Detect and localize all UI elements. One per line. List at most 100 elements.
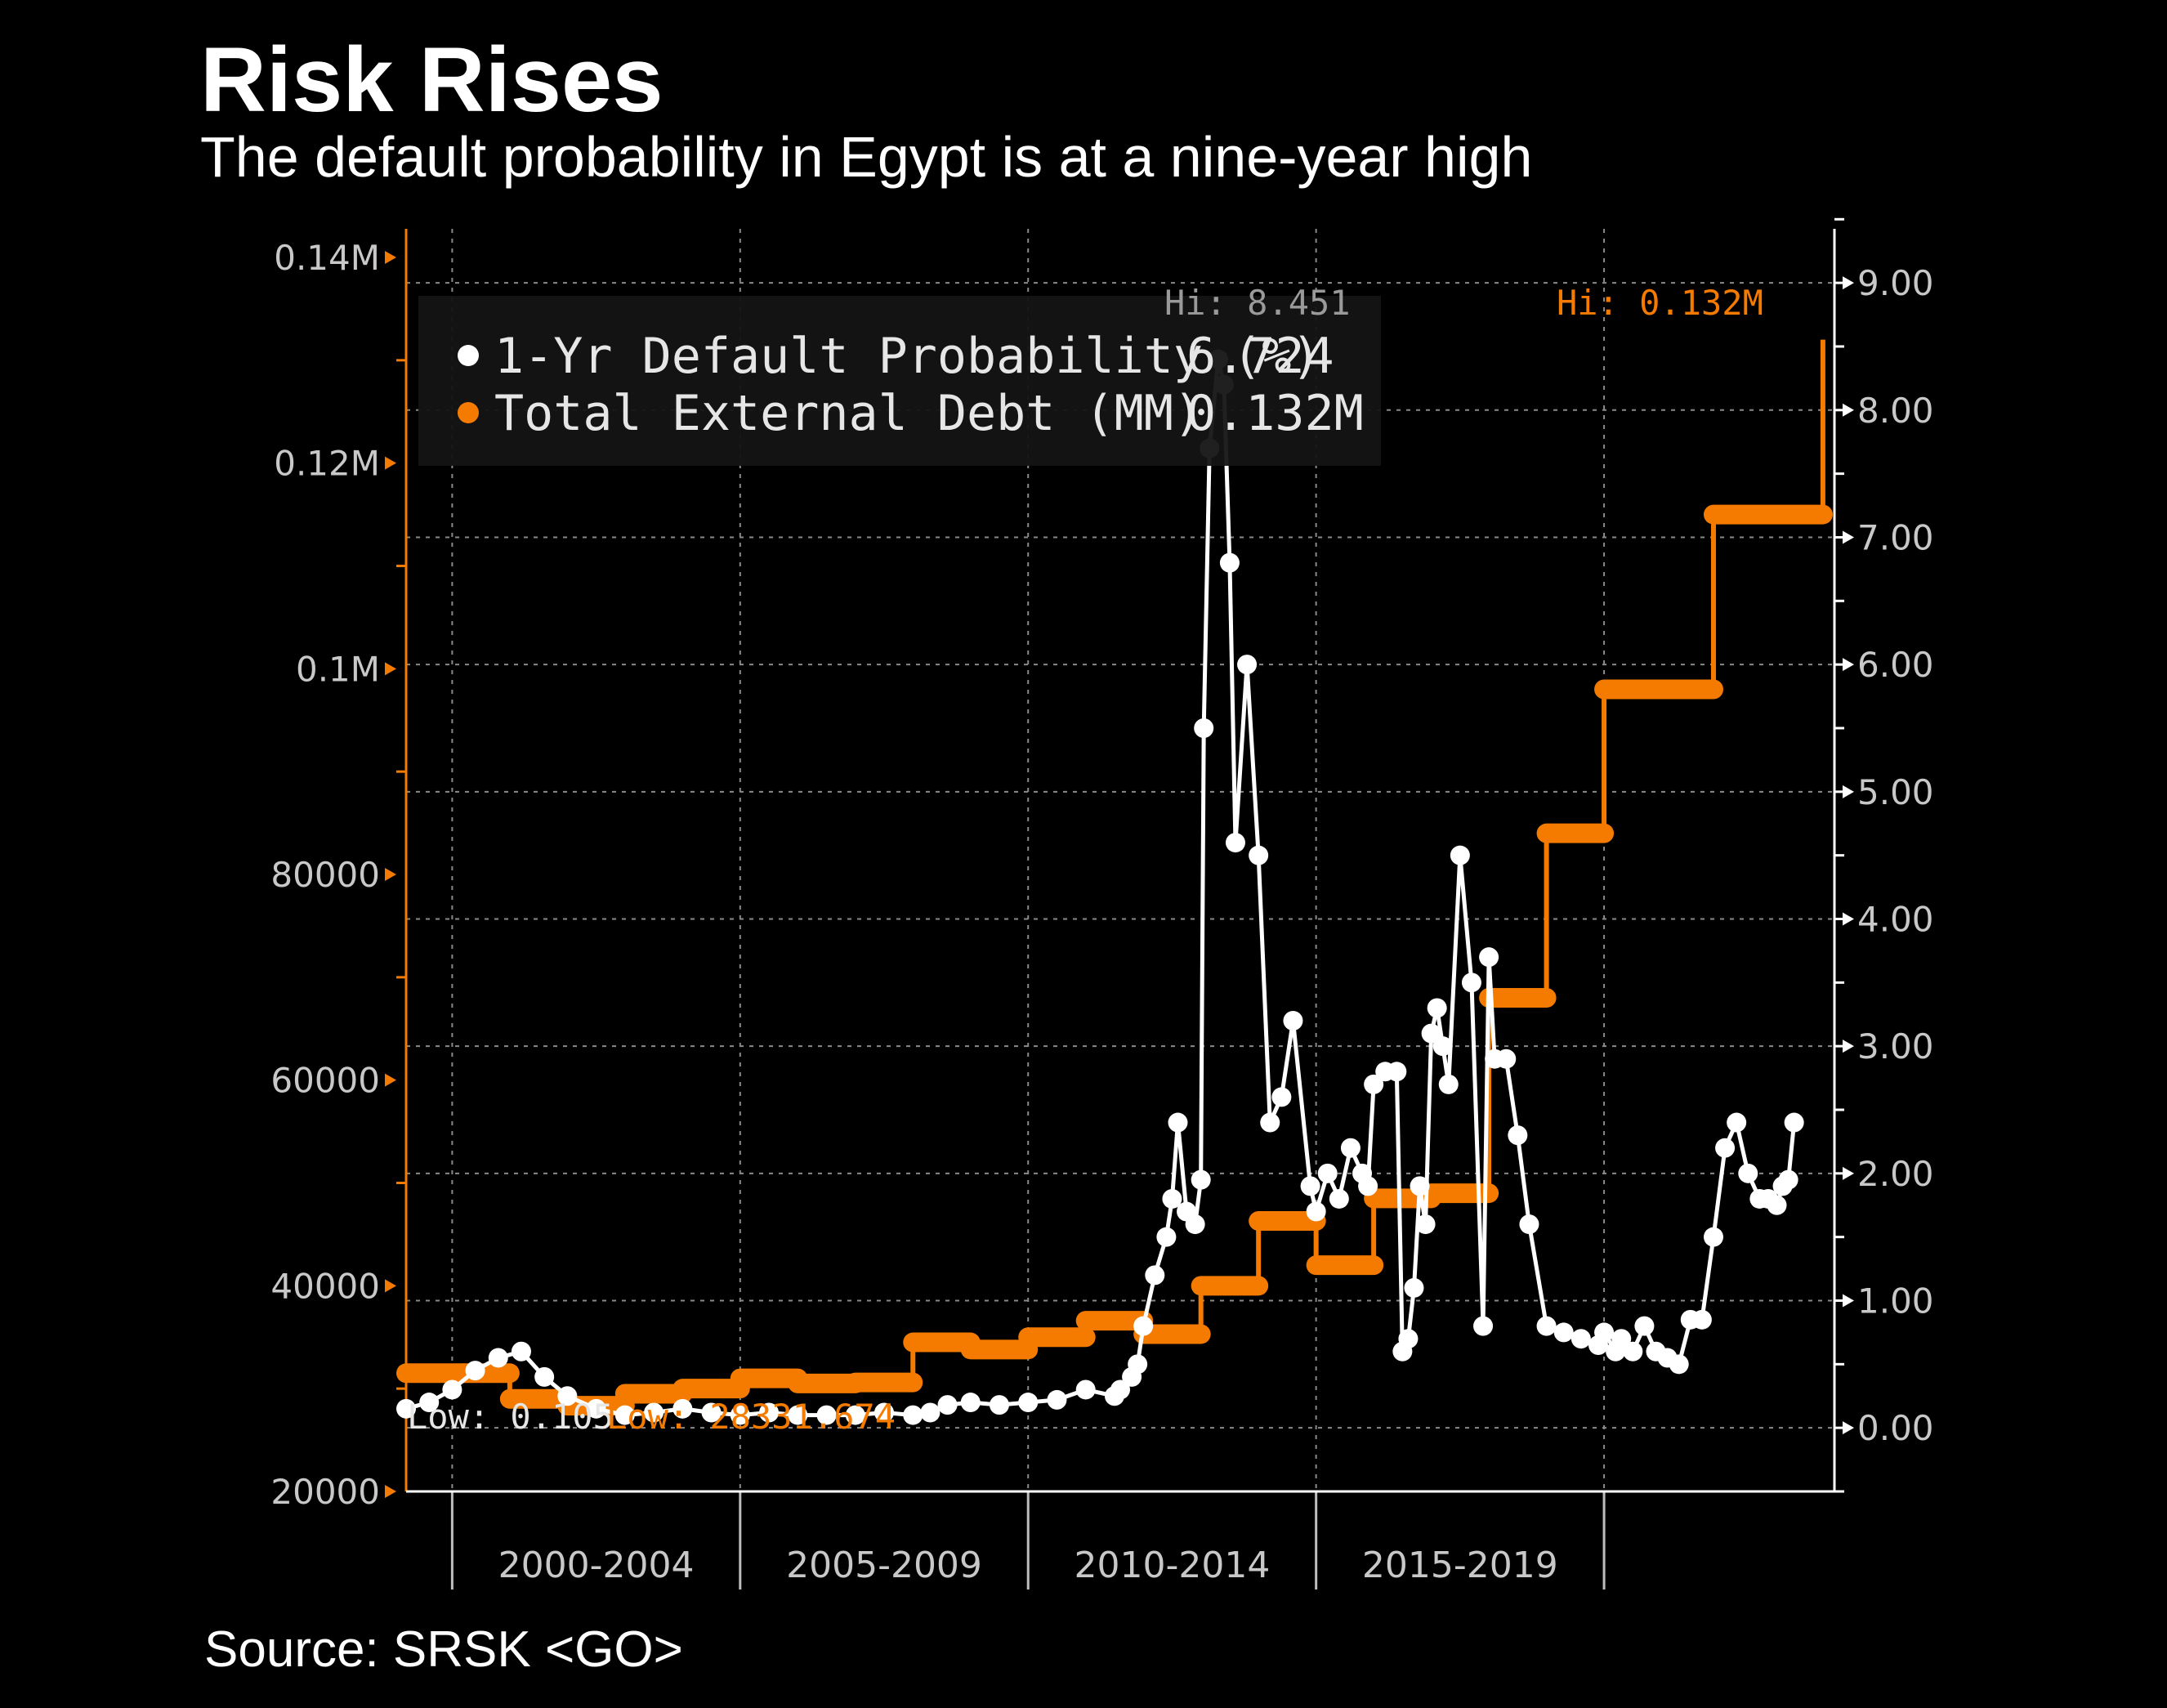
default-probability-point-3 (465, 1361, 485, 1381)
left-tick-label-2: 60000 (270, 1061, 380, 1101)
default-probability-point-15 (788, 1405, 808, 1425)
default-probability-point-21 (937, 1395, 958, 1415)
default-probability-point-5 (511, 1341, 531, 1361)
right-tick-marker-6 (1843, 658, 1854, 672)
legend-box (418, 296, 1381, 466)
default-probability-point-19 (903, 1405, 923, 1425)
default-probability-point-61 (1398, 1329, 1419, 1349)
left-tick-marker-3 (385, 868, 396, 881)
right-tick-label-1: 1.00 (1857, 1281, 1934, 1321)
right-tick-label-9: 9.00 (1857, 263, 1934, 303)
annotation-debt-low: Low: 28331.674 (606, 1397, 896, 1437)
default-probability-point-46 (1249, 845, 1269, 865)
right-tick-label-8: 8.00 (1857, 391, 1934, 431)
default-probability-point-83 (1611, 1329, 1632, 1349)
right-tick-label-4: 4.00 (1857, 899, 1934, 939)
right-tick-marker-0 (1843, 1421, 1854, 1435)
legend: 1-Yr Default Probability (%) 6.724 Total… (418, 296, 1381, 466)
external-debt-line (406, 339, 1825, 1409)
default-probability-point-88 (1669, 1354, 1689, 1375)
default-probability-point-28 (1110, 1379, 1130, 1400)
right-tick-label-2: 2.00 (1857, 1154, 1934, 1194)
source-note: Source: SRSK <GO> (204, 1621, 683, 1678)
left-tick-label-5: 0.12M (274, 444, 380, 484)
default-probability-point-7 (557, 1386, 578, 1406)
default-probability-point-9 (614, 1405, 635, 1425)
default-probability-point-79 (1571, 1329, 1591, 1349)
default-probability-point-57 (1364, 1074, 1384, 1094)
default-probability-point-43 (1219, 552, 1240, 573)
default-probability-point-90 (1691, 1309, 1712, 1330)
default-probability-point-62 (1404, 1277, 1424, 1298)
dual-axis-line-chart: 20000 40000 60000 80000 0.1M 0.12M 0.14M 0.00 1.… (270, 217, 1934, 1590)
left-tick-marker-5 (385, 456, 396, 470)
series-default-probability (396, 349, 1804, 1425)
legend-marker-default-probability (458, 345, 479, 366)
default-probability-point-47 (1260, 1112, 1280, 1133)
left-tick-label-0: 20000 (270, 1472, 380, 1512)
legend-value-default-probability: 6.724 (1186, 328, 1334, 385)
default-probability-point-56 (1358, 1176, 1378, 1196)
default-probability-point-69 (1450, 845, 1470, 865)
default-probability-point-23 (989, 1395, 1009, 1415)
default-probability-point-78 (1553, 1322, 1574, 1343)
right-tick-label-5: 5.00 (1857, 772, 1934, 812)
left-tick-marker-6 (385, 251, 396, 264)
right-tick-marker-3 (1843, 1040, 1854, 1053)
grid-lines (406, 229, 1834, 1491)
default-probability-point-6 (534, 1366, 555, 1387)
default-probability-point-10 (644, 1402, 664, 1423)
default-probability-point-70 (1461, 972, 1481, 993)
default-probability-point-54 (1340, 1138, 1361, 1158)
default-probability-point-100 (1784, 1112, 1804, 1133)
legend-label-default-probability: 1-Yr Default Probability (%) (494, 328, 1320, 385)
default-probability-point-81 (1594, 1322, 1615, 1343)
default-probability-point-75 (1508, 1125, 1528, 1146)
default-probability-point-11 (672, 1398, 693, 1419)
default-probability-point-20 (920, 1402, 941, 1423)
annotation-prob-high: Hi: 8.451 (1164, 283, 1351, 323)
right-tick-label-3: 3.00 (1857, 1026, 1934, 1066)
default-probability-point-45 (1237, 655, 1258, 675)
legend-label-external-debt: Total External Debt (MM) (494, 385, 1203, 442)
default-probability-point-1 (419, 1393, 440, 1413)
default-probability-point-77 (1536, 1316, 1557, 1336)
series-external-debt (396, 339, 1833, 1416)
right-tick-marker-7 (1843, 530, 1854, 544)
default-probability-point-14 (759, 1402, 780, 1423)
default-probability-point-44 (1225, 833, 1245, 853)
left-tick-label-1: 40000 (270, 1266, 380, 1306)
default-probability-point-49 (1283, 1011, 1303, 1031)
default-probability-point-66 (1427, 998, 1447, 1018)
x-category-label-0: 2000-2004 (498, 1545, 695, 1586)
chart-subtitle: The default probability in Egypt is at a… (200, 125, 1533, 189)
default-probability-point-22 (960, 1393, 981, 1413)
default-probability-point-91 (1703, 1227, 1723, 1247)
default-probability-point-26 (1075, 1379, 1096, 1400)
default-probability-point-68 (1438, 1074, 1459, 1094)
legend-marker-external-debt (458, 402, 479, 423)
right-tick-marker-9 (1843, 276, 1854, 290)
default-probability-point-24 (1018, 1393, 1039, 1413)
axes: 20000 40000 60000 80000 0.1M 0.12M 0.14M 0.00 1.… (270, 217, 1934, 1590)
default-probability-point-59 (1387, 1062, 1407, 1082)
default-probability-point-17 (845, 1405, 865, 1425)
default-probability-point-38 (1191, 1169, 1211, 1190)
left-tick-label-4: 0.1M (296, 649, 380, 689)
chart-title: Risk Rises (200, 29, 664, 131)
default-probability-point-8 (586, 1398, 606, 1419)
default-probability-point-18 (874, 1402, 895, 1423)
default-probability-point-25 (1047, 1389, 1067, 1410)
annotations: Hi: 8.451 Hi: 0.132M Low: 0.105 Low: 283… (407, 283, 1763, 1437)
default-probability-point-50 (1300, 1176, 1320, 1196)
default-probability-point-53 (1329, 1188, 1349, 1209)
default-probability-point-85 (1634, 1316, 1655, 1336)
right-tick-marker-5 (1843, 785, 1854, 798)
default-probability-point-93 (1727, 1112, 1747, 1133)
left-tick-marker-2 (385, 1073, 396, 1087)
left-tick-label-6: 0.14M (274, 238, 380, 278)
default-probability-point-48 (1271, 1087, 1292, 1107)
default-probability-point-71 (1473, 1316, 1494, 1336)
default-probability-point-92 (1715, 1138, 1736, 1158)
default-probability-point-35 (1168, 1112, 1188, 1133)
